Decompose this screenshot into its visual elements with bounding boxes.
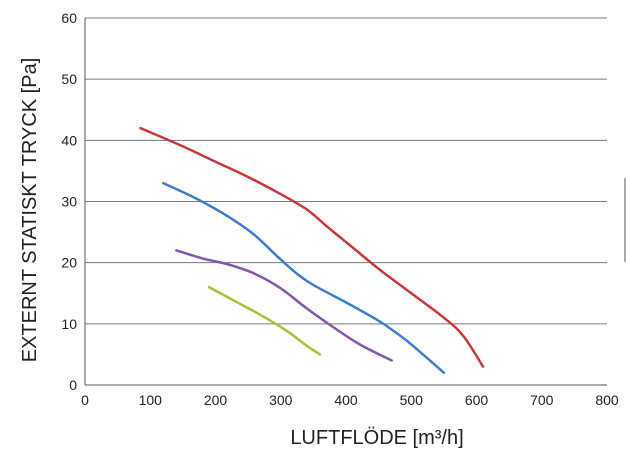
series-line-3 [175, 249, 393, 362]
y-tick-label-1: 10 [61, 316, 77, 332]
x-tick-label-0: 0 [81, 392, 89, 408]
x-tick-label-3: 300 [269, 392, 293, 408]
y-tick-label-2: 20 [61, 255, 77, 271]
x-tick-label-2: 200 [204, 392, 228, 408]
y-axis-title: EXTERNT STATISKT TRYCK [Pa] [19, 58, 41, 363]
x-tick-label-6: 600 [465, 392, 489, 408]
series-line-4 [207, 285, 322, 356]
x-tick-label-4: 400 [334, 392, 358, 408]
y-tick-label-4: 40 [61, 132, 77, 148]
x-axis-ticks: 0 100 200 300 400 500 600 700 800 [81, 392, 619, 408]
x-axis-title: LUFTFLÖDE [m³/h] [290, 427, 463, 449]
y-tick-label-3: 30 [61, 194, 77, 210]
series-line-2 [162, 181, 446, 375]
y-tick-label-6: 60 [61, 10, 77, 26]
gridlines [85, 17, 607, 325]
y-tick-label-0: 0 [69, 377, 77, 393]
series-group [139, 126, 485, 375]
y-axis-ticks: 0 10 20 30 40 50 60 [61, 10, 77, 393]
series-line-1 [139, 126, 485, 368]
y-tick-label-5: 50 [61, 71, 77, 87]
x-tick-label-8: 800 [595, 392, 619, 408]
x-tick-label-1: 100 [139, 392, 163, 408]
x-tick-label-5: 500 [400, 392, 424, 408]
x-tick-label-7: 700 [530, 392, 554, 408]
